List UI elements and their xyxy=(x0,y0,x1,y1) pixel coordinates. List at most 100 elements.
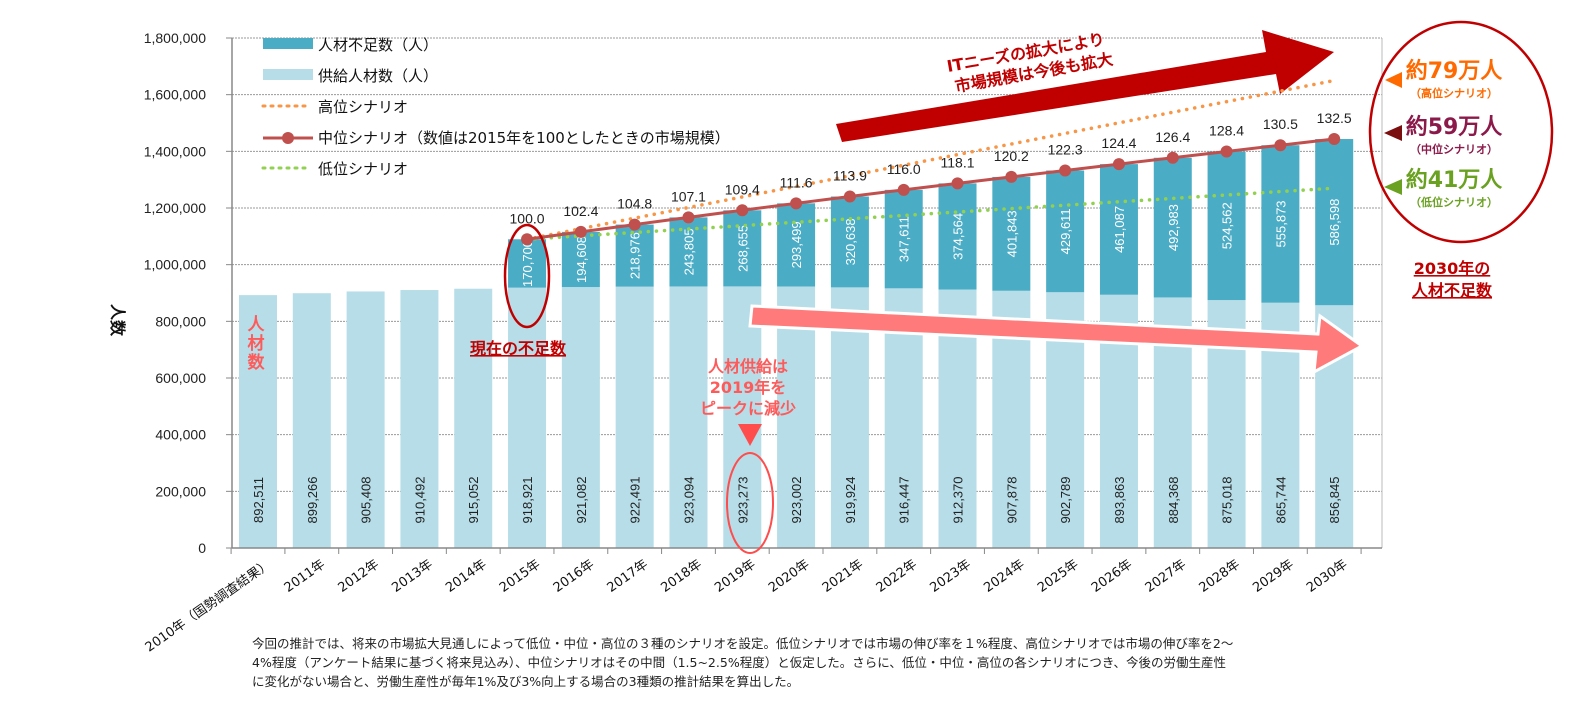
shortage-bar xyxy=(830,196,869,288)
supply-bar-label: 916,447 xyxy=(897,477,912,524)
supply-bar-label: 923,094 xyxy=(681,477,696,524)
low-scenario-pointer-icon xyxy=(1384,179,1402,195)
supply-bar-label-1: 人 xyxy=(248,315,266,335)
high-scenario-value: 約79万人 xyxy=(1406,58,1503,84)
supply-bar-label: 919,924 xyxy=(843,477,858,524)
shortage-bar xyxy=(1207,151,1246,301)
x-tick-label: 2028年 xyxy=(1197,557,1243,596)
supply-bar-label: 918,921 xyxy=(520,477,535,524)
high-scenario-line xyxy=(525,78,1336,242)
shortage-bar xyxy=(992,176,1031,291)
x-tick-label: 2021年 xyxy=(820,557,866,596)
shortage-bar-label: 194,608 xyxy=(574,236,589,283)
supply-bar xyxy=(292,293,331,548)
scenario-lines xyxy=(521,78,1341,246)
supply-bar-label: 899,266 xyxy=(305,477,320,524)
x-tick-label: 2012年 xyxy=(336,557,382,596)
mid-scenario-marker xyxy=(951,177,964,190)
supply-bar-label: 902,789 xyxy=(1058,477,1073,524)
shortage-bar-label: 524,562 xyxy=(1220,202,1235,249)
mid-scenario-marker xyxy=(1328,133,1341,146)
market-index-label: 102.4 xyxy=(563,203,598,219)
mid-scenario-name: （中位シナリオ） xyxy=(1410,142,1498,156)
legend-label-low: 低位シナリオ xyxy=(318,160,408,178)
supply-bar-label-2: 材 xyxy=(248,333,265,354)
market-index-label: 118.1 xyxy=(941,154,975,170)
high-scenario-pointer-icon xyxy=(1385,72,1402,88)
supply-bar xyxy=(669,286,708,548)
mid-scenario-marker xyxy=(574,225,587,238)
x-tick-label: 2025年 xyxy=(1035,557,1081,596)
supply-decline-arrow xyxy=(748,304,1365,375)
shortage-bar-label: 429,611 xyxy=(1058,208,1073,254)
shortage-bar-label: 268,655 xyxy=(735,225,750,272)
shortage-2030-caption-1: 2030年の xyxy=(1414,259,1491,278)
shortage-bar-label: 492,983 xyxy=(1166,204,1181,251)
supply-bar-label: 921,082 xyxy=(574,477,589,524)
shortage-bar-label: 218,976 xyxy=(628,232,643,279)
supply-decline-arrow-shape xyxy=(748,304,1365,375)
supply-bar-label: 910,492 xyxy=(412,477,427,524)
x-tick-label: 2011年 xyxy=(282,557,328,596)
supply-bar xyxy=(346,291,385,548)
high-scenario-name: （高位シナリオ） xyxy=(1410,86,1498,100)
market-index-label: 109.4 xyxy=(725,181,760,197)
mid-scenario-marker xyxy=(628,218,641,231)
x-tick-label: 2026年 xyxy=(1089,557,1135,596)
shortage-bar-label: 586,598 xyxy=(1327,199,1342,246)
shortage-bar-label: 320,638 xyxy=(843,218,858,265)
shortage-bar xyxy=(508,239,547,288)
market-index-label: 107.1 xyxy=(671,188,706,204)
y-tick-label: 600,000 xyxy=(155,370,206,386)
supply-bar-label: 884,368 xyxy=(1166,477,1181,524)
market-index-label: 132.5 xyxy=(1317,110,1352,126)
mid-scenario-marker xyxy=(897,183,910,196)
shortage-bar xyxy=(777,203,816,287)
market-index-label: 100.0 xyxy=(510,210,545,226)
x-tick-label: 2016年 xyxy=(551,557,597,596)
low-scenario-line xyxy=(525,186,1336,242)
x-tick-label: 2020年 xyxy=(766,557,812,596)
x-tick-label: 2024年 xyxy=(981,557,1027,596)
footnote-line-1: 今回の推計では、将来の市場拡大見通しによって低位・中位・高位の３種のシナリオを設… xyxy=(252,636,1234,651)
legend-label-high: 高位シナリオ xyxy=(318,98,408,116)
down-triangle-icon xyxy=(738,424,762,446)
mid-scenario-marker xyxy=(682,211,695,224)
market-index-label: 124.4 xyxy=(1101,135,1136,151)
supply-bar-label: 907,878 xyxy=(1004,477,1019,524)
market-index-label: 113.9 xyxy=(833,168,867,184)
mid-scenario-marker xyxy=(843,190,856,203)
shortage-bar-label: 293,499 xyxy=(789,221,804,268)
current-shortage-highlight xyxy=(503,223,551,329)
legend-label-mid: 中位シナリオ（数値は2015年を100としたときの市場規模） xyxy=(318,129,730,147)
supply-bar-label: 912,370 xyxy=(951,477,966,524)
shortage-bar-label: 243,805 xyxy=(681,228,696,275)
y-axis: 0 200,000 400,000 600,000 800,000 1,000,000 1,… xyxy=(144,30,1383,556)
market-index-label: 120.2 xyxy=(994,148,1029,164)
shortage-bar xyxy=(884,189,923,289)
y-tick-label: 200,000 xyxy=(155,483,206,499)
legend-label-supply: 供給人材数（人） xyxy=(318,67,438,85)
y-tick-label: 1,200,000 xyxy=(144,200,206,216)
legend-swatch-shortage xyxy=(263,38,313,49)
x-tick-label: 2027年 xyxy=(1143,557,1189,596)
market-index-label: 104.8 xyxy=(617,196,652,212)
supply-bar-label: 865,744 xyxy=(1273,477,1288,524)
y-tick-label: 0 xyxy=(198,540,206,556)
supply-bar-label: 905,408 xyxy=(359,477,374,524)
supply-peak-highlight xyxy=(726,452,774,554)
supply-bar xyxy=(723,286,762,548)
x-tick-label: 2015年 xyxy=(497,557,543,596)
mid-scenario-marker xyxy=(1166,151,1179,164)
low-scenario-value: 約41万人 xyxy=(1406,167,1503,193)
mid-scenario-value: 約59万人 xyxy=(1406,114,1503,140)
x-tick-label: 2018年 xyxy=(658,557,704,596)
market-growth-arrow: ITニーズの拡大により 市場規模は今後も拡大 xyxy=(836,29,1334,142)
y-tick-label: 1,800,000 xyxy=(144,30,206,46)
market-index-labels: 100.0 102.4 104.8 107.1 109.4 111.6 113.9 116.0… xyxy=(510,110,1352,226)
shortage-2030-circle xyxy=(1368,20,1554,244)
y-tick-label: 400,000 xyxy=(155,427,206,443)
market-index-label: 111.6 xyxy=(780,174,813,190)
shortage-bar-label: 461,087 xyxy=(1112,206,1127,253)
